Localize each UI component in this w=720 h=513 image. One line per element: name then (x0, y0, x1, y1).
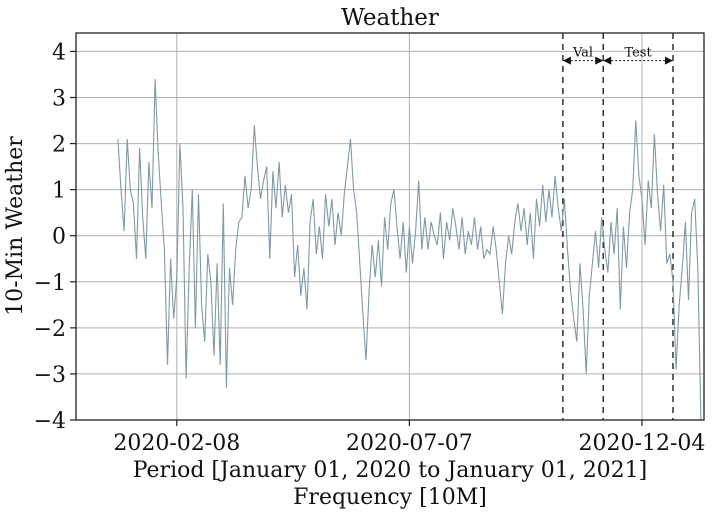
y-tick-label: −4 (34, 409, 66, 434)
y-axis-label: 10-Min Weather (3, 136, 28, 316)
x-axis-ticks: 2020-02-08 2020-07-07 2020-12-04 (113, 420, 705, 456)
x-tick-label: 2020-12-04 (579, 431, 706, 456)
plot-frame (75, 32, 705, 421)
y-tick-label: 1 (52, 179, 66, 204)
arrowhead-right (595, 56, 604, 65)
y-tick-label: 0 (52, 225, 66, 250)
y-tick-label: −1 (34, 271, 66, 296)
grid (76, 33, 704, 421)
split-lines (562, 33, 674, 420)
x-tick-label: 2020-07-07 (346, 431, 473, 456)
annotation-label: Test (624, 46, 652, 61)
x-axis-label: Period [January 01, 2020 to January 01, … (133, 458, 648, 483)
weather-series-line (117, 79, 702, 421)
arrowhead-left (603, 56, 612, 65)
y-axis-ticks: −4 −3 −2 −1 0 1 2 3 4 (34, 40, 76, 434)
x-tick-label: 2020-02-08 (113, 431, 240, 456)
y-tick-label: 2 (52, 133, 66, 158)
y-tick-label: 4 (52, 40, 66, 65)
x-axis-sublabel: Frequency [10M] (293, 485, 487, 510)
chart-title: Weather (341, 5, 439, 31)
split-annotations: Val Test (562, 46, 673, 65)
y-tick-label: −3 (34, 363, 66, 388)
arrowhead-right (664, 56, 673, 65)
arrowhead-left (562, 56, 571, 65)
annotation-label: Val (572, 46, 593, 61)
y-tick-label: 3 (52, 87, 66, 112)
y-tick-label: −2 (34, 317, 66, 342)
